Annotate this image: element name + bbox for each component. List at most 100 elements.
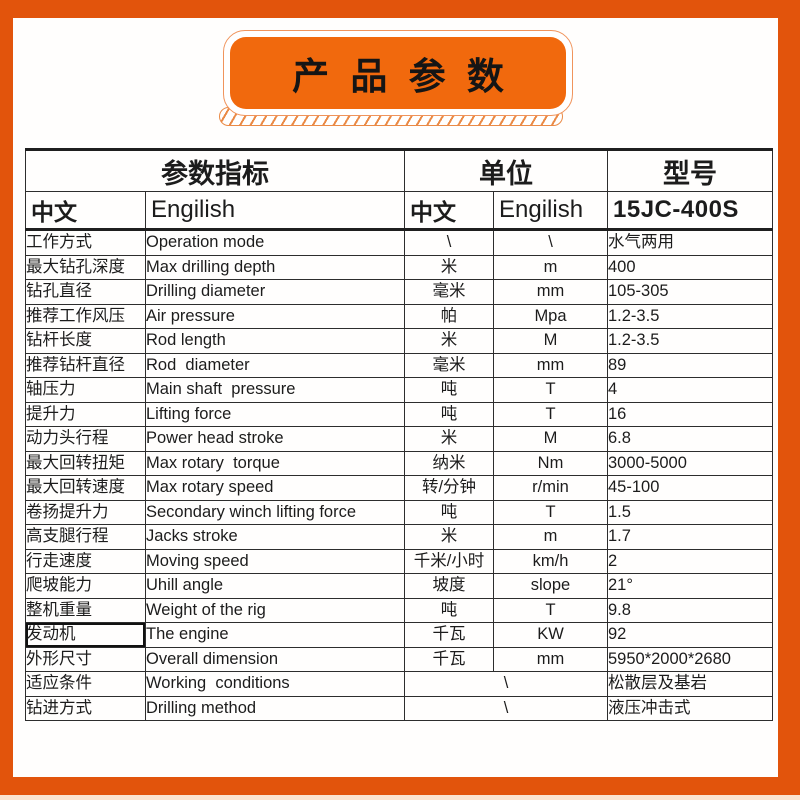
table-row: 钻进方式 Drilling method \ 液压冲击式 xyxy=(25,695,773,721)
cell-unit-en: m xyxy=(493,524,608,550)
cell-param-en: Moving speed xyxy=(145,548,405,574)
cell-unit-merged: \ xyxy=(404,695,608,721)
cell-value: 89 xyxy=(607,352,773,378)
cell-unit-en: \ xyxy=(493,229,608,256)
table-row: 工作方式 Operation mode \ \ 水气两用 xyxy=(25,229,773,256)
cell-param-en: Drilling diameter xyxy=(145,279,405,305)
table-row: 外形尺寸 Overall dimension 千瓦 mm 5950*2000*2680 xyxy=(25,646,773,672)
cell-unit-cn: 帕 xyxy=(404,303,494,329)
cell-unit-en: slope xyxy=(493,573,608,599)
table-row: 高支腿行程 Jacks stroke 米 m 1.7 xyxy=(25,524,773,550)
table-header-group-row: 参数指标 单位 型号 xyxy=(25,149,773,192)
table-row: 轴压力 Main shaft pressure 吨 T 4 xyxy=(25,377,773,403)
cell-value: 1.5 xyxy=(607,499,773,525)
frame-right-bar xyxy=(778,0,800,778)
header-parameter-group: 参数指标 xyxy=(25,149,405,192)
cell-value: 45-100 xyxy=(607,475,773,501)
cell-param-cn: 最大钻孔深度 xyxy=(25,254,146,280)
cell-unit-en: mm xyxy=(493,646,608,672)
frame-top-bar xyxy=(0,0,800,18)
cell-value: 3000-5000 xyxy=(607,450,773,476)
cell-unit-cn: 毫米 xyxy=(404,352,494,378)
cell-unit-en: Nm xyxy=(493,450,608,476)
header-unit-group: 单位 xyxy=(404,149,608,192)
cell-unit-cn: 米 xyxy=(404,524,494,550)
cell-param-cn: 最大回转速度 xyxy=(25,475,146,501)
cell-param-en: Rod diameter xyxy=(145,352,405,378)
cell-unit-cn: 毫米 xyxy=(404,279,494,305)
header-unit-en: Engilish xyxy=(493,191,608,231)
table-row: 提升力 Lifting force 吨 T 16 xyxy=(25,401,773,427)
cell-unit-cn: 米 xyxy=(404,254,494,280)
cell-param-cn: 钻进方式 xyxy=(25,695,146,721)
cell-unit-cn: 米 xyxy=(404,426,494,452)
cell-unit-en: Mpa xyxy=(493,303,608,329)
cell-unit-cn: 吨 xyxy=(404,401,494,427)
cell-value: 21° xyxy=(607,573,773,599)
cell-param-cn: 推荐工作风压 xyxy=(25,303,146,329)
table-row: 推荐工作风压 Air pressure 帕 Mpa 1.2-3.5 xyxy=(25,303,773,329)
cell-param-en: The engine xyxy=(145,622,405,648)
table-row: 适应条件 Working conditions \ 松散层及基岩 xyxy=(25,671,773,697)
cell-param-cn: 轴压力 xyxy=(25,377,146,403)
header-unit-cn: 中文 xyxy=(404,191,494,231)
cell-value: 1.2-3.5 xyxy=(607,328,773,354)
cell-param-en: Rod length xyxy=(145,328,405,354)
cell-unit-en: km/h xyxy=(493,548,608,574)
table-row: 行走速度 Moving speed 千米/小时 km/h 2 xyxy=(25,548,773,574)
spec-table-body: 工作方式 Operation mode \ \ 水气两用 最大钻孔深度 Max drilli… xyxy=(25,229,773,721)
table-row: 最大回转速度 Max rotary speed 转/分钟 r/min 45-100 xyxy=(25,475,773,501)
cell-unit-cn: 米 xyxy=(404,328,494,354)
table-header-sub-row: 中文 Engilish 中文 Engilish 15JC-400S xyxy=(25,191,773,231)
cell-param-cn: 爬坡能力 xyxy=(25,573,146,599)
cell-unit-cn: 吨 xyxy=(404,499,494,525)
cell-value: 1.2-3.5 xyxy=(607,303,773,329)
table-row: 卷扬提升力 Secondary winch lifting force 吨 T 1.5 xyxy=(25,499,773,525)
cell-param-cn: 高支腿行程 xyxy=(25,524,146,550)
cell-unit-cn: 坡度 xyxy=(404,573,494,599)
table-row: 推荐钻杆直径 Rod diameter 毫米 mm 89 xyxy=(25,352,773,378)
cell-param-cn: 行走速度 xyxy=(25,548,146,574)
table-row: 动力头行程 Power head stroke 米 M 6.8 xyxy=(25,426,773,452)
table-row: 最大钻孔深度 Max drilling depth 米 m 400 xyxy=(25,254,773,280)
cell-param-cn: 卷扬提升力 xyxy=(25,499,146,525)
cell-value: 水气两用 xyxy=(607,229,773,256)
cell-value: 5950*2000*2680 xyxy=(607,646,773,672)
table-row: 钻孔直径 Drilling diameter 毫米 mm 105-305 xyxy=(25,279,773,305)
header-param-cn: 中文 xyxy=(25,191,146,231)
cell-param-en: Secondary winch lifting force xyxy=(145,499,405,525)
cell-unit-cn: 转/分钟 xyxy=(404,475,494,501)
table-row: 爬坡能力 Uhill angle 坡度 slope 21° xyxy=(25,573,773,599)
frame-bottom-bar xyxy=(0,777,800,795)
spec-table: 参数指标 单位 型号 中文 Engilish 中文 Engilish 15JC-… xyxy=(25,148,773,721)
cell-unit-merged: \ xyxy=(404,671,608,697)
frame-bottom-pale-strip xyxy=(0,795,800,800)
cell-param-cn: 整机重量 xyxy=(25,597,146,623)
frame-left-bar xyxy=(0,0,13,778)
cell-unit-en: M xyxy=(493,426,608,452)
table-row: 发动机 The engine 千瓦 KW 92 xyxy=(25,622,773,648)
cell-param-cn: 最大回转扭矩 xyxy=(25,450,146,476)
cell-param-en: Overall dimension xyxy=(145,646,405,672)
cell-param-cn: 外形尺寸 xyxy=(25,646,146,672)
cell-unit-en: M xyxy=(493,328,608,354)
header-model-value: 15JC-400S xyxy=(607,191,773,231)
cell-unit-cn: 千瓦 xyxy=(404,646,494,672)
cell-value: 92 xyxy=(607,622,773,648)
table-row: 最大回转扭矩 Max rotary torque 纳米 Nm 3000-5000 xyxy=(25,450,773,476)
cell-param-en: Main shaft pressure xyxy=(145,377,405,403)
cell-value: 400 xyxy=(607,254,773,280)
cell-param-cn: 动力头行程 xyxy=(25,426,146,452)
cell-param-en: Air pressure xyxy=(145,303,405,329)
cell-param-en: Uhill angle xyxy=(145,573,405,599)
cell-value: 液压冲击式 xyxy=(607,695,773,721)
cell-value: 105-305 xyxy=(607,279,773,305)
cell-param-en: Max rotary speed xyxy=(145,475,405,501)
header-model-group: 型号 xyxy=(607,149,773,192)
cell-param-en: Drilling method xyxy=(145,695,405,721)
cell-param-cn: 适应条件 xyxy=(25,671,146,697)
cell-unit-cn: 千瓦 xyxy=(404,622,494,648)
cell-param-en: Power head stroke xyxy=(145,426,405,452)
cell-unit-en: T xyxy=(493,499,608,525)
